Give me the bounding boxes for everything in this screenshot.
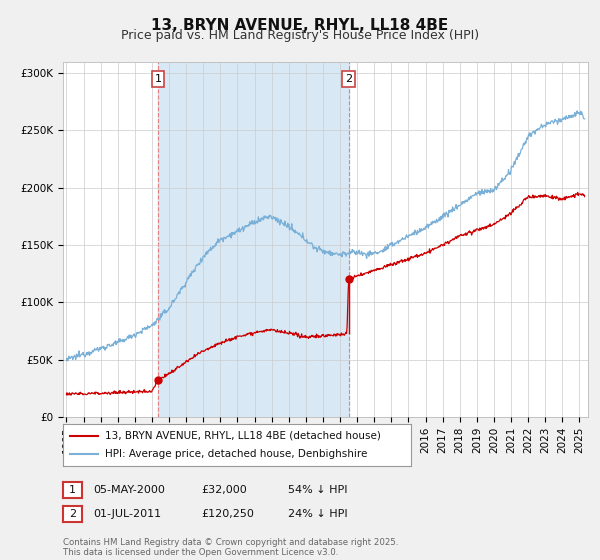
Text: £32,000: £32,000 <box>201 485 247 495</box>
Text: 13, BRYN AVENUE, RHYL, LL18 4BE (detached house): 13, BRYN AVENUE, RHYL, LL18 4BE (detache… <box>105 431 380 441</box>
Text: 2: 2 <box>345 74 352 84</box>
Text: 24% ↓ HPI: 24% ↓ HPI <box>288 509 347 519</box>
Text: £120,250: £120,250 <box>201 509 254 519</box>
Text: 13, BRYN AVENUE, RHYL, LL18 4BE: 13, BRYN AVENUE, RHYL, LL18 4BE <box>151 18 449 33</box>
Text: 05-MAY-2000: 05-MAY-2000 <box>93 485 165 495</box>
Text: HPI: Average price, detached house, Denbighshire: HPI: Average price, detached house, Denb… <box>105 449 367 459</box>
Text: 01-JUL-2011: 01-JUL-2011 <box>93 509 161 519</box>
Text: Price paid vs. HM Land Registry's House Price Index (HPI): Price paid vs. HM Land Registry's House … <box>121 29 479 42</box>
Text: Contains HM Land Registry data © Crown copyright and database right 2025.
This d: Contains HM Land Registry data © Crown c… <box>63 538 398 557</box>
Text: 2: 2 <box>69 509 76 519</box>
Text: 1: 1 <box>69 485 76 495</box>
Text: 1: 1 <box>154 74 161 84</box>
Bar <box>158 62 349 417</box>
Text: 54% ↓ HPI: 54% ↓ HPI <box>288 485 347 495</box>
